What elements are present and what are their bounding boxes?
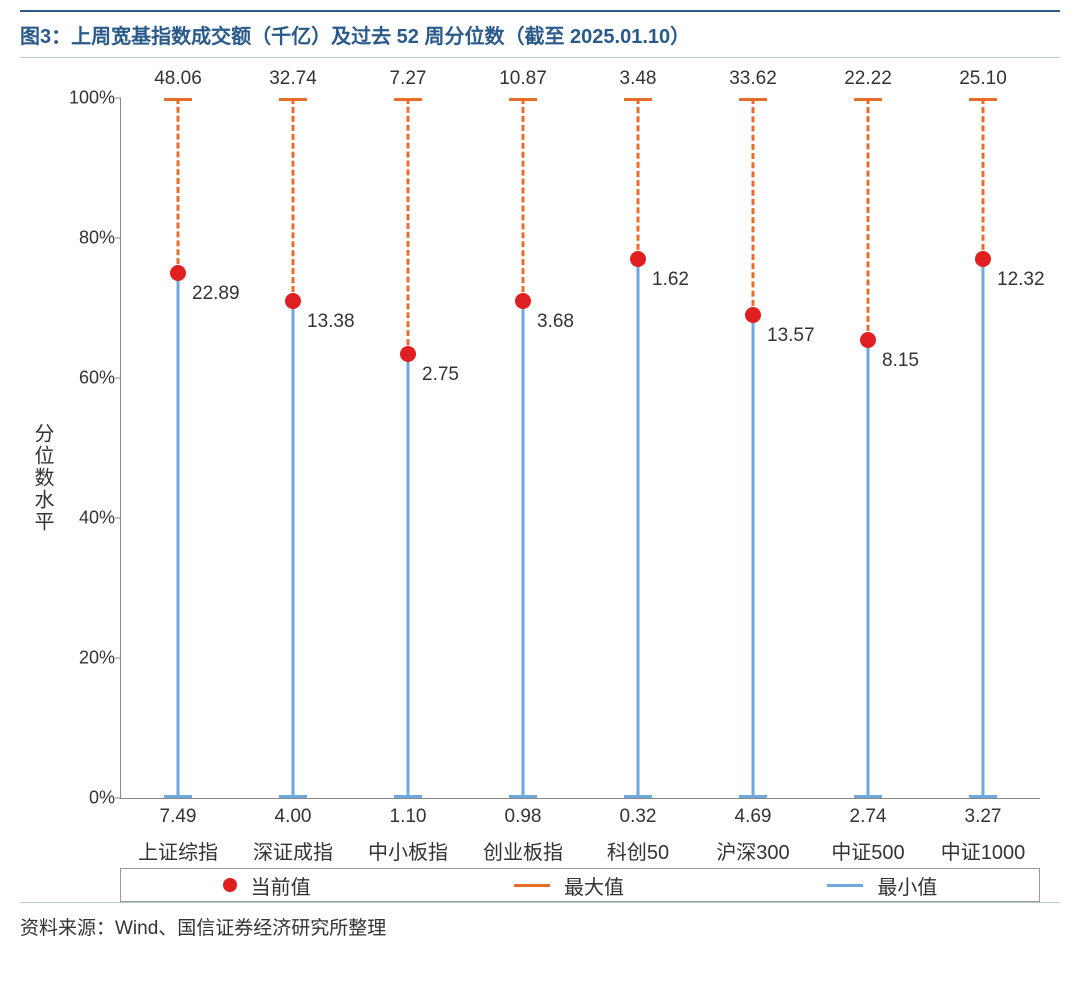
chart-area: 分位数水平 0%20%40%60%80%100% 48.0622.8932.74… — [20, 68, 1060, 888]
chart-title: 图3：上周宽基指数成交额（千亿）及过去 52 周分位数（截至 2025.01.1… — [20, 20, 1060, 49]
current-dot — [285, 293, 301, 309]
max-value-label: 10.87 — [478, 68, 568, 90]
y-tick-label: 80% — [60, 228, 115, 249]
lower-solid-line — [177, 273, 180, 798]
upper-dashed-line — [752, 98, 755, 315]
current-value-label: 1.62 — [652, 269, 689, 291]
y-tick-label: 0% — [60, 788, 115, 809]
series-group: 25.1012.32 — [938, 98, 1028, 798]
legend-min-icon — [827, 884, 863, 887]
max-value-label: 33.62 — [708, 68, 798, 90]
category-label: 上证综指 — [118, 836, 238, 865]
upper-dashed-line — [407, 98, 410, 354]
min-value-label: 2.74 — [818, 806, 918, 828]
figure-container: 图3：上周宽基指数成交额（千亿）及过去 52 周分位数（截至 2025.01.1… — [0, 0, 1080, 960]
category-label: 中证1000 — [923, 836, 1043, 865]
legend-item-current: 当前值 — [223, 871, 311, 900]
source-text: 资料来源：Wind、国信证券经济研究所整理 — [20, 918, 386, 939]
max-value-label: 22.22 — [823, 68, 913, 90]
min-value-label: 0.98 — [473, 806, 573, 828]
max-value-label: 3.48 — [593, 68, 683, 90]
max-value-label: 48.06 — [133, 68, 223, 90]
legend-item-max: 最大值 — [514, 871, 624, 900]
legend-dot-icon — [223, 878, 237, 892]
lower-solid-line — [982, 259, 985, 798]
current-dot — [745, 307, 761, 323]
plot-area: 48.0622.89 32.7413.38 7.272.75 10.873.68 3.4… — [120, 98, 1040, 798]
series-group: 10.873.68 — [478, 98, 568, 798]
y-tick-label: 40% — [60, 508, 115, 529]
series-group: 3.481.62 — [593, 98, 683, 798]
min-value-label: 4.00 — [243, 806, 343, 828]
current-dot — [860, 332, 876, 348]
series-group: 48.0622.89 — [133, 98, 223, 798]
series-group: 7.272.75 — [363, 98, 453, 798]
lower-solid-line — [407, 354, 410, 799]
lower-solid-line — [752, 315, 755, 798]
lower-solid-line — [292, 301, 295, 798]
legend-item-min: 最小值 — [827, 871, 937, 900]
lower-solid-line — [867, 340, 870, 799]
y-tick-label: 100% — [60, 88, 115, 109]
category-label: 中证500 — [808, 836, 928, 865]
source-row: 资料来源：Wind、国信证券经济研究所整理 — [20, 902, 1060, 940]
current-value-label: 3.68 — [537, 311, 574, 333]
category-label: 创业板指 — [463, 836, 583, 865]
current-value-label: 13.57 — [767, 325, 815, 347]
current-value-label: 22.89 — [192, 283, 240, 305]
series-group: 22.228.15 — [823, 98, 913, 798]
y-tick-label: 60% — [60, 368, 115, 389]
lower-solid-line — [522, 301, 525, 798]
current-value-label: 2.75 — [422, 364, 459, 386]
legend: 当前值 最大值 最小值 — [120, 868, 1040, 902]
current-dot — [400, 346, 416, 362]
upper-dashed-line — [522, 98, 525, 301]
legend-current-label: 当前值 — [251, 871, 311, 900]
upper-dashed-line — [292, 98, 295, 301]
current-value-label: 12.32 — [997, 269, 1045, 291]
min-value-label: 4.69 — [703, 806, 803, 828]
category-label: 深证成指 — [233, 836, 353, 865]
upper-dashed-line — [982, 98, 985, 259]
min-value-label: 3.27 — [933, 806, 1033, 828]
y-axis-label: 分位数水平 — [28, 423, 57, 533]
title-row: 图3：上周宽基指数成交额（千亿）及过去 52 周分位数（截至 2025.01.1… — [20, 10, 1060, 58]
upper-dashed-line — [177, 98, 180, 273]
min-value-label: 7.49 — [128, 806, 228, 828]
current-dot — [515, 293, 531, 309]
y-tick-label: 20% — [60, 648, 115, 669]
min-value-label: 1.10 — [358, 806, 458, 828]
series-group: 32.7413.38 — [248, 98, 338, 798]
category-label: 中小板指 — [348, 836, 468, 865]
series-group: 33.6213.57 — [708, 98, 798, 798]
legend-max-icon — [514, 884, 550, 887]
current-dot — [170, 265, 186, 281]
legend-min-label: 最小值 — [877, 871, 937, 900]
current-value-label: 13.38 — [307, 311, 355, 333]
min-value-label: 0.32 — [588, 806, 688, 828]
max-value-label: 25.10 — [938, 68, 1028, 90]
x-axis-line — [120, 798, 1040, 799]
current-dot — [975, 251, 991, 267]
category-label: 沪深300 — [693, 836, 813, 865]
max-value-label: 7.27 — [363, 68, 453, 90]
lower-solid-line — [637, 259, 640, 798]
upper-dashed-line — [867, 98, 870, 340]
legend-max-label: 最大值 — [564, 871, 624, 900]
current-dot — [630, 251, 646, 267]
upper-dashed-line — [637, 98, 640, 259]
max-value-label: 32.74 — [248, 68, 338, 90]
current-value-label: 8.15 — [882, 350, 919, 372]
category-label: 科创50 — [578, 836, 698, 865]
